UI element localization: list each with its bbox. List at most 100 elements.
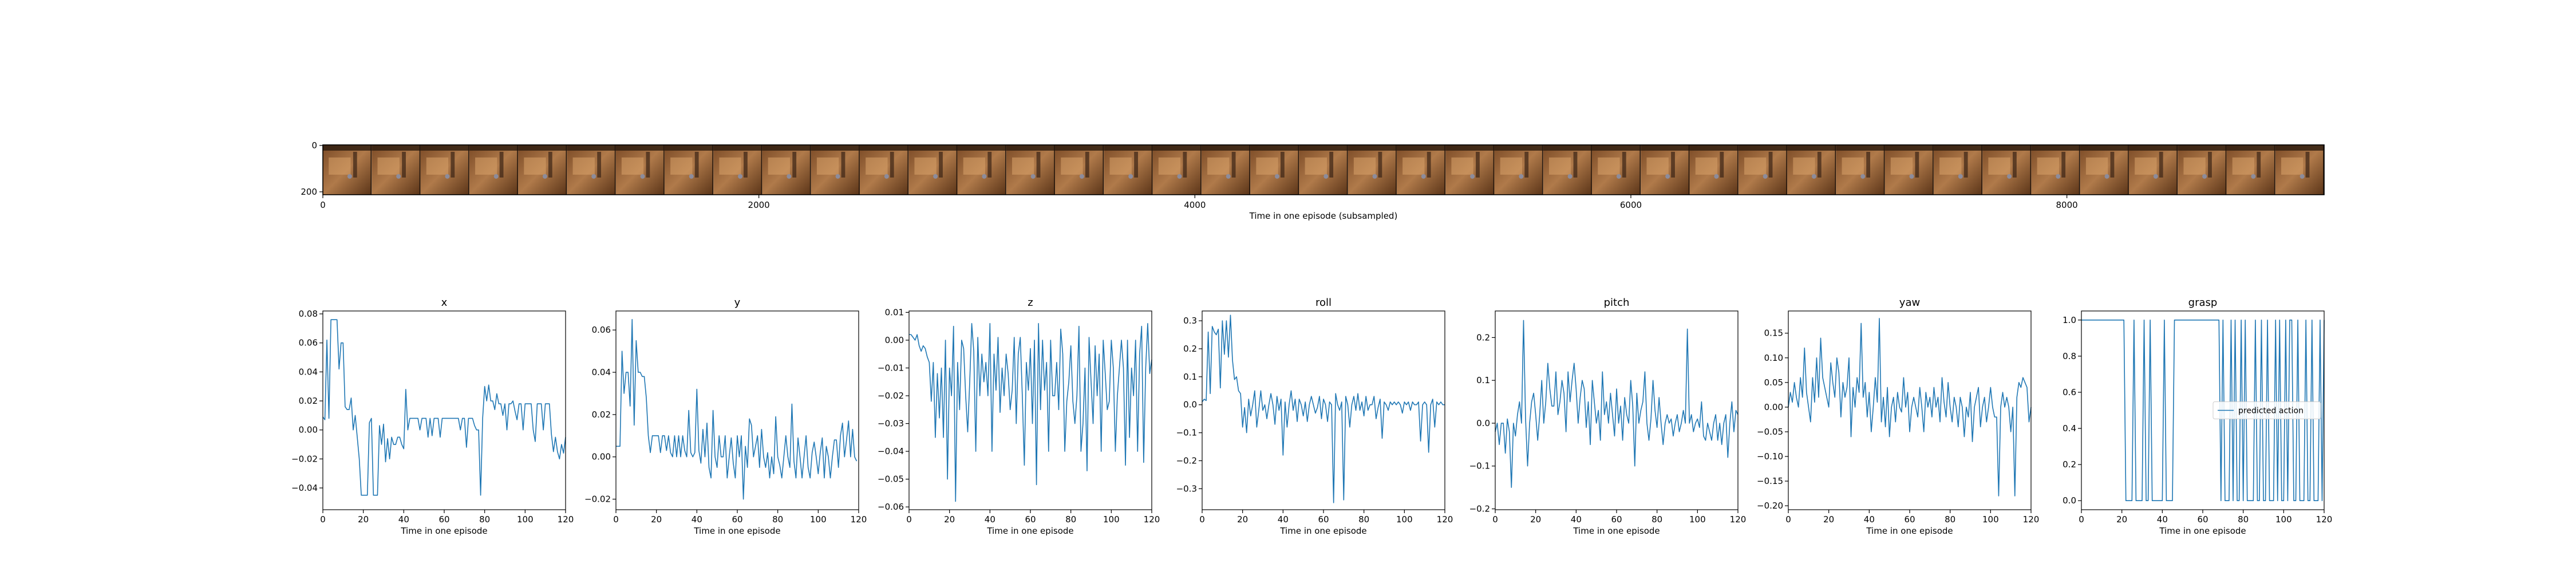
y-tick-label: −0.03 xyxy=(878,419,904,429)
frame-thumbnail xyxy=(1884,145,1934,195)
frame-thumbnail xyxy=(664,145,714,195)
y-tick-label: −0.02 xyxy=(878,391,904,401)
x-tick-label: 80 xyxy=(1945,514,1955,525)
subplot-pitch: pitch 0 20 40 60 80 100 120 −0.2 −0.1 0.0 0.1 0.2 Tim… xyxy=(1469,297,1747,536)
y-tick-label: 0.3 xyxy=(1183,316,1197,326)
frame-thumbnail xyxy=(420,145,469,195)
frame-thumbnail xyxy=(323,145,372,195)
y-tick-label: −0.2 xyxy=(1469,504,1490,514)
subplot-yaw: yaw 0 20 40 60 80 100 120 −0.20 −0.15 −0.10 −0.05 0.… xyxy=(1757,297,2039,536)
x-tick-label: 100 xyxy=(1689,514,1706,525)
frame-thumbnail xyxy=(567,145,616,195)
frame-thumbnail xyxy=(1836,145,1885,195)
x-tick-label: 60 xyxy=(1904,514,1915,525)
y-tick-label: 0.1 xyxy=(1183,372,1197,382)
frame-thumbnail xyxy=(615,145,665,195)
x-tick-label: 20 xyxy=(1237,514,1248,525)
x-tick-label: 20 xyxy=(1530,514,1541,525)
x-tick-label: 20 xyxy=(2116,514,2127,525)
frame-thumbnail xyxy=(1055,145,1104,195)
y-tick-label: −0.15 xyxy=(1757,476,1783,486)
frame-thumbnail xyxy=(2128,145,2178,195)
x-tick-label: 120 xyxy=(1144,514,1160,525)
x-tick-label: 40 xyxy=(1864,514,1875,525)
y-tick-label: 0.2 xyxy=(1183,344,1197,354)
y-tick-label: −0.01 xyxy=(878,363,904,373)
y-tick-label: 0.0 xyxy=(2063,495,2076,506)
frame-thumbnail xyxy=(762,145,811,195)
frame-thumbnail xyxy=(811,145,860,195)
y-tick-label: 0.1 xyxy=(1476,375,1490,385)
x-tick-label: 60 xyxy=(2197,514,2208,525)
frame-thumbnail xyxy=(957,145,1006,195)
x-tick-label: 40 xyxy=(1278,514,1289,525)
subplots-group: x0 20 40 60 80 100 120−0.04−0.020.000.020.040.… xyxy=(291,297,2332,536)
y-tick-label: 0.0 xyxy=(1183,400,1197,410)
x-tick-label: 80 xyxy=(1358,514,1369,525)
series-line xyxy=(2081,319,2325,502)
legend-label: predicted action xyxy=(2238,407,2304,416)
y-tick-label: 200 xyxy=(301,187,317,197)
x-tick-label: 8000 xyxy=(2056,200,2078,210)
y-tick-label: −0.3 xyxy=(1176,483,1197,494)
frame-strip-xlabel: Time in one episode (subsampled) xyxy=(1249,211,1398,221)
frame-thumbnail xyxy=(1201,145,1251,195)
series-line xyxy=(1788,318,2032,497)
y-tick-label: −0.10 xyxy=(1757,451,1783,462)
frame-thumbnail xyxy=(1445,145,1495,195)
x-tick-label: 20 xyxy=(1823,514,1834,525)
series-line xyxy=(616,318,858,500)
subplot-title: y xyxy=(734,297,741,309)
frame-thumbnail xyxy=(1494,145,1543,195)
y-tick-label: 1.0 xyxy=(2063,315,2076,325)
x-tick-label: 40 xyxy=(985,514,995,525)
y-tick-label: 0.8 xyxy=(2063,351,2076,361)
frame-thumbnail xyxy=(2178,145,2227,195)
frame-thumbnail xyxy=(1396,145,1446,195)
frame-thumbnail xyxy=(1933,145,1983,195)
y-tick-label: 0.00 xyxy=(299,425,318,435)
y-tick-label: 0.2 xyxy=(2063,459,2076,470)
subplot-roll: roll 0 20 40 60 80 100 120 −0.3 −0.2 −0.1 0.0 0.1 0.2… xyxy=(1176,297,1453,536)
frame-thumbnail xyxy=(372,145,421,195)
y-tick-label: −0.04 xyxy=(878,446,904,456)
frame-thumbnail xyxy=(859,145,909,195)
x-axis-label: Time in one episode xyxy=(986,526,1073,536)
subplot-z: z 0 20 40 60 80 100 120 −0.06 −0.05 −0.04 −0.03 −0.0… xyxy=(878,297,1160,536)
y-tick-label: −0.2 xyxy=(1176,455,1197,466)
y-tick-label: 0.00 xyxy=(592,452,611,462)
x-tick-label: 0 xyxy=(1492,514,1498,525)
x-tick-label: 0 xyxy=(320,200,326,210)
x-tick-label: 60 xyxy=(1611,514,1622,525)
frame-thumbnail xyxy=(1299,145,1348,195)
y-tick-label: −0.05 xyxy=(878,474,904,485)
x-tick-label: 60 xyxy=(438,514,449,525)
frame-strip-images xyxy=(323,145,2324,195)
x-axis-label: Time in one episode xyxy=(1573,526,1660,536)
frame-thumbnail xyxy=(2275,145,2324,195)
y-tick-label: 0 xyxy=(311,140,317,151)
subplot-y: y 0 20 40 60 80 100 120 −0.02 0.00 0.02 0.04 0.06 Tim… xyxy=(584,297,867,536)
x-tick-label: 100 xyxy=(1982,514,1999,525)
y-tick-label: 0.02 xyxy=(592,409,611,420)
x-tick-label: 80 xyxy=(1065,514,1076,525)
subplot-title: pitch xyxy=(1604,297,1630,309)
x-tick-label: 120 xyxy=(558,514,574,525)
subplot-grasp: grasp 0 20 40 60 80 100 120 0.0 0.2 0.4 0.6 0.8 1.0 Ti… xyxy=(2063,297,2332,536)
frame-thumbnail xyxy=(1152,145,1202,195)
x-tick-label: 100 xyxy=(517,514,534,525)
x-tick-label: 40 xyxy=(2157,514,2168,525)
subplot-x: x 0 20 40 60 80 100 120 −0.04 −0.02 0.00 0.02 0.04 0.… xyxy=(291,297,574,536)
y-tick-label: −0.06 xyxy=(878,502,904,512)
y-tick-label: 0.00 xyxy=(885,335,904,345)
y-tick-label: 0.02 xyxy=(299,396,318,406)
x-axis-label: Time in one episode xyxy=(693,526,780,536)
frame-thumbnail xyxy=(1348,145,1397,195)
x-tick-label: 120 xyxy=(1437,514,1453,525)
subplot-title: z xyxy=(1028,297,1033,309)
legend: predicted action xyxy=(2212,401,2321,419)
x-tick-label: 6000 xyxy=(1620,200,1642,210)
y-tick-label: 0.04 xyxy=(592,367,611,377)
